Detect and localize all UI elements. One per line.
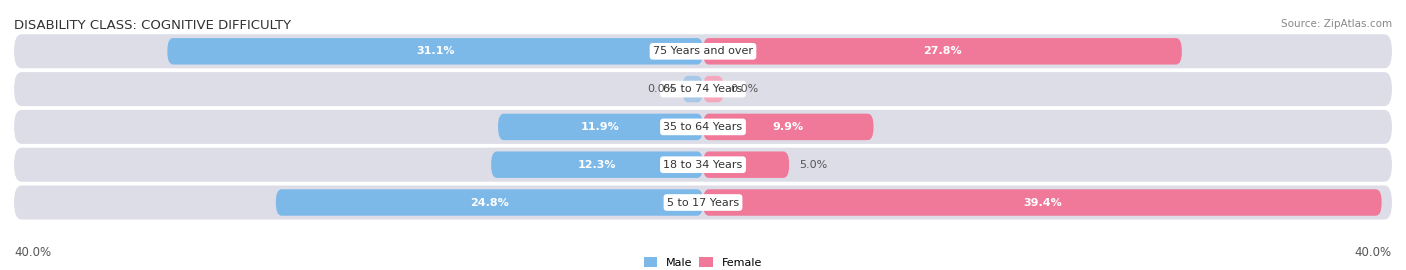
FancyBboxPatch shape [682,76,703,102]
FancyBboxPatch shape [14,72,1392,106]
FancyBboxPatch shape [703,189,1382,216]
Text: 31.1%: 31.1% [416,46,454,56]
Text: 0.0%: 0.0% [647,84,675,94]
Text: 12.3%: 12.3% [578,160,616,170]
Text: 35 to 64 Years: 35 to 64 Years [664,122,742,132]
Text: 18 to 34 Years: 18 to 34 Years [664,160,742,170]
Text: 5.0%: 5.0% [800,160,828,170]
FancyBboxPatch shape [703,114,873,140]
Text: 75 Years and over: 75 Years and over [652,46,754,56]
Text: 5 to 17 Years: 5 to 17 Years [666,197,740,208]
Text: DISABILITY CLASS: COGNITIVE DIFFICULTY: DISABILITY CLASS: COGNITIVE DIFFICULTY [14,19,291,32]
Text: 65 to 74 Years: 65 to 74 Years [664,84,742,94]
FancyBboxPatch shape [167,38,703,65]
Text: 40.0%: 40.0% [14,246,51,259]
FancyBboxPatch shape [14,185,1392,220]
FancyBboxPatch shape [14,110,1392,144]
FancyBboxPatch shape [276,189,703,216]
Legend: Male, Female: Male, Female [640,253,766,270]
FancyBboxPatch shape [703,76,724,102]
FancyBboxPatch shape [703,151,789,178]
Text: 40.0%: 40.0% [1355,246,1392,259]
FancyBboxPatch shape [14,148,1392,182]
Text: 24.8%: 24.8% [470,197,509,208]
FancyBboxPatch shape [498,114,703,140]
FancyBboxPatch shape [14,34,1392,68]
Text: 39.4%: 39.4% [1024,197,1062,208]
Text: 11.9%: 11.9% [581,122,620,132]
FancyBboxPatch shape [703,38,1182,65]
Text: Source: ZipAtlas.com: Source: ZipAtlas.com [1281,19,1392,29]
Text: 27.8%: 27.8% [924,46,962,56]
Text: 0.0%: 0.0% [731,84,759,94]
Text: 9.9%: 9.9% [773,122,804,132]
FancyBboxPatch shape [491,151,703,178]
